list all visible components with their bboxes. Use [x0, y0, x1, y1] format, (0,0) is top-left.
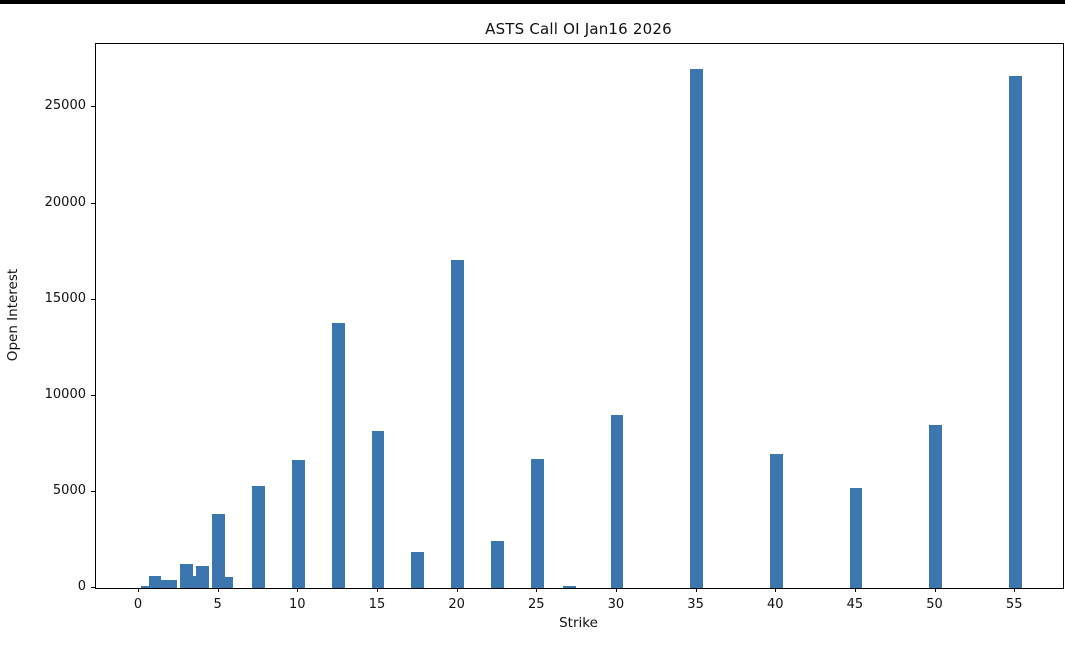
- bar-strike-12.5: [331, 323, 345, 588]
- y-tick-label-15000: 15000: [44, 290, 86, 306]
- bar-strike-4: [196, 566, 210, 588]
- plot-area: [95, 43, 1064, 589]
- x-tick-mark-15: [376, 588, 378, 592]
- x-tick-mark-25: [536, 588, 538, 592]
- x-tick-mark-10: [297, 588, 299, 592]
- bar-strike-22.5: [491, 541, 504, 588]
- y-tick-label-25000: 25000: [44, 98, 86, 114]
- y-tick-label-10000: 10000: [44, 386, 86, 402]
- x-tick-label-15: 15: [368, 597, 386, 612]
- x-tick-mark-5: [217, 588, 219, 592]
- y-tick-mark-0: [91, 587, 95, 588]
- bar-strike-5: [212, 514, 226, 588]
- x-tick-label-5: 5: [213, 597, 222, 612]
- bar-strike-35: [690, 69, 703, 588]
- x-axis-label: Strike: [559, 615, 598, 631]
- bar-strike-30: [610, 415, 624, 588]
- x-tick-label-25: 25: [528, 597, 545, 612]
- chart-title: ASTS Call OI Jan16 2026: [485, 20, 672, 38]
- bar-strike-5.5: [220, 577, 233, 588]
- window-top-border: [0, 0, 1065, 4]
- y-tick-mark-20000: [91, 202, 95, 204]
- bar-strike-2: [164, 580, 178, 588]
- x-tick-mark-55: [1014, 588, 1016, 592]
- bar-strike-20: [451, 260, 464, 588]
- bar-strike-25: [530, 459, 544, 588]
- bar-strike-15: [371, 431, 385, 588]
- y-tick-label-20000: 20000: [44, 194, 86, 210]
- bar-strike-45: [849, 488, 863, 588]
- x-tick-mark-45: [854, 588, 856, 592]
- bar-strike-0.5: [140, 586, 154, 588]
- bar-strike-10: [291, 460, 305, 588]
- x-tick-mark-0: [138, 588, 139, 592]
- y-axis-label: Open Interest: [5, 268, 21, 362]
- x-tick-mark-35: [695, 588, 697, 592]
- x-tick-mark-30: [615, 588, 617, 592]
- x-tick-label-55: 55: [1005, 597, 1023, 612]
- x-tick-label-45: 45: [846, 597, 864, 612]
- bar-strike-55: [1008, 76, 1022, 588]
- x-tick-label-20: 20: [448, 597, 465, 612]
- x-tick-label-50: 50: [926, 597, 943, 612]
- x-tick-label-0: 0: [133, 597, 143, 612]
- bar-strike-1.5: [156, 580, 170, 588]
- bar-strike-40: [769, 454, 783, 588]
- bar-strike-50: [929, 425, 942, 588]
- y-tick-mark-5000: [91, 490, 95, 492]
- bar-strike-7.5: [252, 486, 265, 588]
- x-tick-mark-20: [456, 588, 458, 592]
- bar-strike-27: [562, 586, 576, 588]
- y-tick-mark-15000: [91, 298, 95, 300]
- y-tick-label-0: 0: [77, 579, 86, 594]
- x-tick-label-40: 40: [766, 597, 784, 612]
- x-tick-mark-50: [934, 588, 936, 592]
- x-tick-label-30: 30: [607, 597, 625, 612]
- y-tick-mark-10000: [91, 394, 95, 396]
- y-tick-label-5000: 5000: [52, 482, 86, 498]
- x-tick-label-10: 10: [289, 597, 306, 612]
- x-tick-label-35: 35: [687, 597, 704, 612]
- bar-strike-17.5: [411, 552, 425, 588]
- x-tick-mark-40: [775, 588, 777, 592]
- y-tick-mark-25000: [91, 106, 95, 108]
